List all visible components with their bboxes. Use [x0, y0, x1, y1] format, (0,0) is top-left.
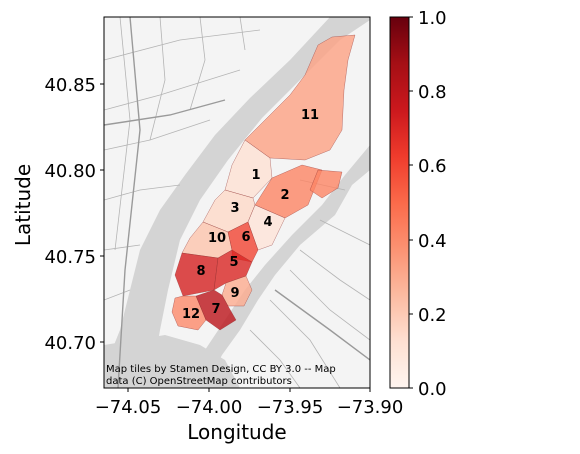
region-7[interactable]: [195, 289, 237, 331]
y-tick-label: 40.75: [44, 247, 96, 268]
y-tick-label: 40.70: [44, 333, 96, 354]
region-12[interactable]: [171, 295, 207, 331]
harbor: [104, 335, 240, 388]
map-attribution: Map tiles by Stamen Design, CC BY 3.0 --…: [106, 364, 336, 387]
y-axis: 40.70 40.75 40.80 40.85 Latitude: [11, 75, 104, 354]
east-river: [190, 145, 370, 388]
y-axis-label: Latitude: [11, 164, 35, 246]
choropleth-regions: [171, 34, 356, 331]
colorbar-tick-label: 0.0: [418, 379, 447, 400]
colorbar-ticks: 0.0 0.2 0.4 0.6 0.8 1.0: [409, 8, 447, 400]
region-label-7: 7: [211, 302, 220, 317]
region-label-1: 1: [251, 168, 260, 183]
y-tick-label: 40.80: [44, 161, 96, 182]
colorbar: 0.0 0.2 0.4 0.6 0.8 1.0: [389, 8, 447, 400]
region-label-11: 11: [301, 108, 319, 123]
x-axis-label: Longitude: [187, 420, 286, 444]
region-label-8: 8: [196, 264, 205, 279]
region-label-3: 3: [230, 201, 239, 216]
major-roads: [104, 17, 370, 388]
region-4[interactable]: [247, 204, 286, 251]
region-label-2: 2: [280, 188, 289, 203]
colorbar-tick-label: 0.4: [418, 231, 447, 252]
x-tick-label: −74.00: [176, 397, 243, 418]
region-label-5: 5: [229, 255, 238, 270]
region-label-10: 10: [208, 231, 226, 246]
region-label-12: 12: [182, 307, 200, 322]
region-2-island: [309, 169, 343, 199]
region-label-6: 6: [241, 230, 250, 245]
region-8[interactable]: [174, 252, 219, 297]
region-label-4: 4: [263, 215, 272, 230]
x-axis: −74.05 −74.00 −73.95 −73.90 Longitude: [95, 388, 404, 444]
region-labels: 11 1 2 3 4 10 6 5 8 9 7 12: [182, 108, 319, 322]
region-label-9: 9: [230, 286, 239, 301]
x-tick-label: −74.05: [95, 397, 162, 418]
y-tick-label: 40.85: [44, 75, 96, 96]
map-axes-frame: [103, 16, 371, 389]
attribution-line-2: data (C) OpenStreetMap contributors: [106, 376, 292, 387]
colorbar-gradient: [389, 16, 410, 389]
colorbar-tick-label: 0.8: [418, 82, 447, 103]
x-tick-label: −73.90: [337, 397, 404, 418]
road-network: [104, 17, 370, 388]
colorbar-tick-label: 0.6: [418, 156, 447, 177]
x-tick-label: −73.95: [257, 397, 324, 418]
colorbar-tick-label: 1.0: [418, 8, 447, 29]
attribution-line-1: Map tiles by Stamen Design, CC BY 3.0 --…: [106, 364, 336, 375]
colorbar-tick-label: 0.2: [418, 305, 447, 326]
